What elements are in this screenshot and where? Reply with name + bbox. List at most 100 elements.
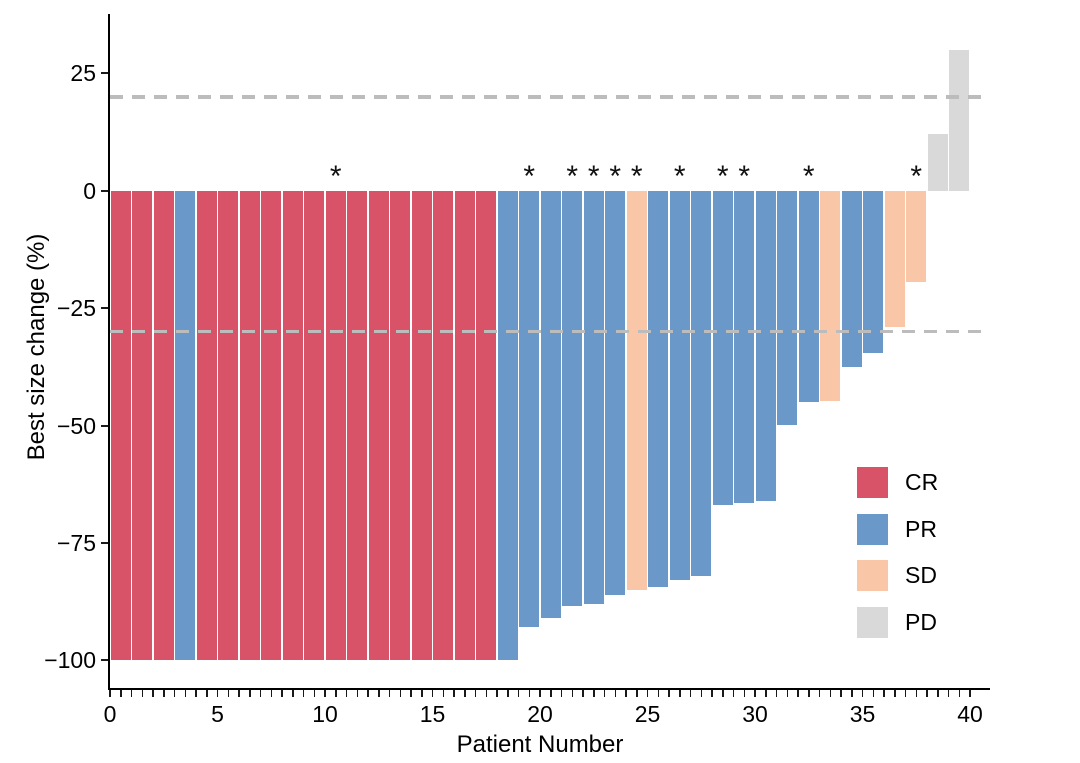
bar-patient-26 <box>648 190 669 588</box>
x-tick-3 <box>173 690 176 697</box>
bar-patient-34 <box>820 190 841 402</box>
y-tick--100 <box>101 659 108 662</box>
bar-patient-9 <box>282 190 303 661</box>
bar-patient-15 <box>411 190 432 661</box>
x-tick-5 <box>216 690 219 697</box>
asterisk-patient-20: * <box>523 160 536 193</box>
x-tick-18.5 <box>507 690 509 697</box>
x-tick-21 <box>560 690 563 697</box>
x-tick-8.5 <box>292 690 294 697</box>
x-tick-22 <box>582 690 584 697</box>
x-tick-34.5 <box>851 690 853 697</box>
bar-patient-16 <box>433 190 454 661</box>
x-tick-15 <box>431 690 434 697</box>
bar-patient-35 <box>841 190 862 367</box>
x-tick-30.5 <box>765 690 767 697</box>
x-tick-label-35: 35 <box>849 701 876 727</box>
x-tick-38.5 <box>937 690 939 697</box>
x-axis-title: Patient Number <box>456 731 624 758</box>
x-tick-4.5 <box>206 690 208 697</box>
x-tick-17.5 <box>485 690 488 697</box>
x-tick-0.5 <box>120 690 122 697</box>
x-tick-8 <box>281 690 283 697</box>
x-tick-label-5: 5 <box>211 701 224 727</box>
x-tick-36.5 <box>894 690 896 697</box>
x-tick-12.5 <box>378 690 380 697</box>
y-tick-label-25: 25 <box>70 60 96 87</box>
x-tick-13 <box>388 690 391 697</box>
x-tick-13.5 <box>399 690 402 697</box>
x-tick-0 <box>109 690 111 697</box>
x-tick-29 <box>732 690 735 697</box>
bar-patient-18 <box>476 190 497 661</box>
x-tick-10.5 <box>335 690 337 697</box>
x-tick-26 <box>668 690 670 697</box>
bar-patient-14 <box>390 190 411 661</box>
bar-patient-21 <box>540 190 561 619</box>
bar-patient-27 <box>669 190 690 581</box>
bar-patient-23 <box>583 190 604 604</box>
x-tick-37 <box>904 690 907 697</box>
bar-patient-30 <box>734 190 755 503</box>
bar-patient-38 <box>906 190 927 283</box>
x-tick-16 <box>453 690 455 697</box>
legend-swatch-CR <box>857 467 888 498</box>
bar-patient-24 <box>605 190 626 595</box>
x-tick-37.5 <box>915 690 918 697</box>
asterisk-patient-29: * <box>716 160 729 193</box>
bar-patient-22 <box>562 190 583 607</box>
x-tick-20.5 <box>550 690 552 697</box>
x-tick-14 <box>410 690 412 697</box>
bar-patient-2 <box>132 190 153 661</box>
bar-patient-37 <box>884 190 905 327</box>
x-tick-7 <box>259 690 262 697</box>
x-tick-32.5 <box>808 690 810 697</box>
x-tick-15.5 <box>442 690 445 697</box>
x-tick-23.5 <box>614 690 617 697</box>
x-tick-23 <box>603 690 606 697</box>
y-tick--25 <box>101 307 108 310</box>
legend-label-CR: CR <box>905 469 939 495</box>
bar-patient-10 <box>304 190 325 661</box>
x-tick-label-10: 10 <box>312 701 338 727</box>
y-axis-line <box>108 14 110 690</box>
legend-swatch-PR <box>857 513 888 545</box>
bar-patient-6 <box>218 190 239 661</box>
y-axis-title: Best size change (%) <box>23 233 50 461</box>
x-tick-10 <box>324 690 326 697</box>
legend-label-SD: SD <box>905 562 937 588</box>
asterisk-patient-11: * <box>329 160 342 193</box>
y-tick-label--100: −100 <box>44 647 96 674</box>
legend-label-PR: PR <box>905 515 937 542</box>
bar-patient-13 <box>368 190 389 661</box>
x-tick-17 <box>474 690 477 697</box>
asterisk-patient-38: * <box>910 160 923 193</box>
x-tick-label-15: 15 <box>419 701 446 727</box>
x-tick-21.5 <box>571 690 574 697</box>
y-tick-0 <box>101 189 108 192</box>
bar-patient-29 <box>712 190 733 506</box>
reference-line-minus30 <box>110 329 990 334</box>
y-tick-label--75: −75 <box>56 529 96 556</box>
x-tick-31.5 <box>786 690 789 697</box>
x-tick-33 <box>818 690 821 697</box>
asterisk-patient-24: * <box>609 160 622 193</box>
bar-patient-39 <box>927 134 948 191</box>
x-tick-25.5 <box>657 690 660 697</box>
x-tick-34 <box>840 690 842 697</box>
x-tick-label-40: 40 <box>957 701 983 727</box>
x-tick-19.5 <box>528 690 531 697</box>
x-tick-label-30: 30 <box>742 701 768 727</box>
x-tick-6.5 <box>249 690 251 697</box>
x-tick-36 <box>883 690 885 697</box>
x-tick-35.5 <box>872 690 875 697</box>
x-tick-24.5 <box>636 690 638 697</box>
bar-patient-33 <box>798 190 819 402</box>
x-tick-12 <box>367 690 369 697</box>
y-tick-label--50: −50 <box>56 412 96 439</box>
x-tick-label-20: 20 <box>527 701 553 727</box>
x-tick-38 <box>926 690 928 697</box>
x-tick-18 <box>496 690 498 697</box>
bar-patient-3 <box>153 190 174 661</box>
bar-patient-20 <box>519 190 540 628</box>
